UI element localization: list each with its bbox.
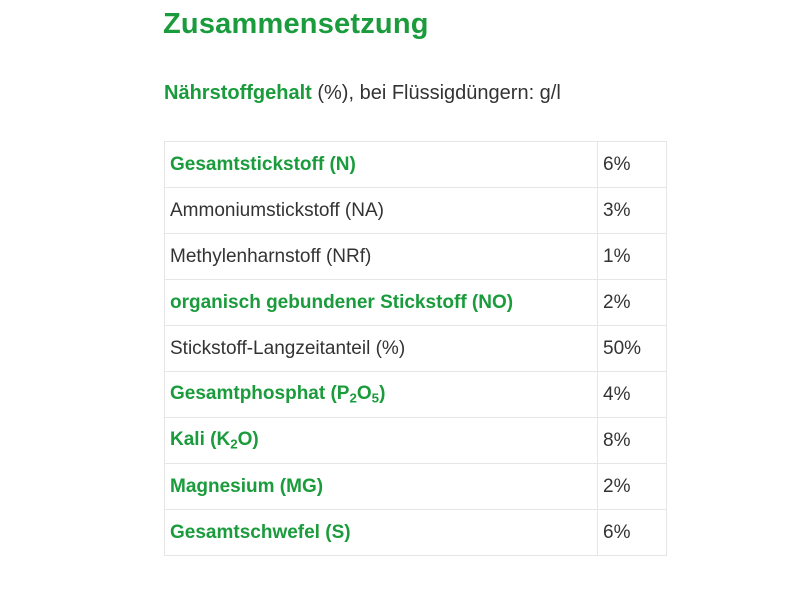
nutrient-value: 4% (597, 371, 667, 418)
nutrient-value: 2% (597, 279, 667, 326)
nutrient-value: 3% (597, 187, 667, 234)
subscript: 2 (230, 436, 238, 452)
nutrient-name: Gesamtschwefel (S) (164, 509, 598, 556)
nutrient-name: Methylenharnstoff (NRf) (164, 233, 598, 280)
subtitle-rest: (%), bei Flüssigdüngern: g/l (311, 82, 561, 104)
nutrient-name: organisch gebundener Stickstoff (NO) (164, 279, 598, 326)
name-part: Gesamtphosphat (P (170, 383, 350, 405)
nutrient-value: 50% (597, 325, 667, 372)
subscript: 2 (349, 390, 357, 406)
nutrient-name: Magnesium (MG) (164, 463, 598, 510)
name-part: O (356, 383, 372, 405)
table-row: organisch gebundener Stickstoff (NO) 2% (164, 279, 667, 326)
nutrient-name: Stickstoff-Langzeitanteil (%) (164, 325, 598, 372)
name-part: Kali (K (170, 429, 231, 451)
nutrient-value: 8% (597, 417, 667, 464)
nutrient-value: 2% (597, 463, 667, 510)
nutrient-value: 6% (597, 141, 667, 188)
table-row: Stickstoff-Langzeitanteil (%) 50% (164, 325, 667, 372)
table-row: Gesamtstickstoff (N) 6% (164, 141, 667, 188)
table-row: Ammoniumstickstoff (NA) 3% (164, 187, 667, 234)
nutrient-value: 1% (597, 233, 667, 280)
nutrient-name: Ammoniumstickstoff (NA) (164, 187, 598, 234)
subtitle-strong: Nährstoffgehalt (164, 82, 312, 104)
nutrient-name: Gesamtstickstoff (N) (164, 141, 598, 188)
nutrient-name: Gesamtphosphat (P2O5) (164, 371, 598, 418)
composition-table: Gesamtstickstoff (N) 6% Ammoniumsticksto… (164, 141, 667, 556)
nutrient-value: 6% (597, 509, 667, 556)
name-part: ) (379, 383, 386, 405)
subscript: 5 (371, 390, 380, 406)
table-row: Methylenharnstoff (NRf) 1% (164, 233, 667, 280)
table-row: Gesamtschwefel (S) 6% (164, 509, 667, 556)
nutrient-subtitle: Nährstoffgehalt (%), bei Flüssigdüngern:… (164, 82, 561, 105)
table-row: Kali (K2O) 8% (164, 417, 667, 464)
table-row: Magnesium (MG) 2% (164, 463, 667, 510)
nutrient-name: Kali (K2O) (164, 417, 598, 464)
page-title: Zusammensetzung (163, 8, 429, 40)
name-part: O) (237, 429, 259, 451)
table-row: Gesamtphosphat (P2O5) 4% (164, 371, 667, 418)
